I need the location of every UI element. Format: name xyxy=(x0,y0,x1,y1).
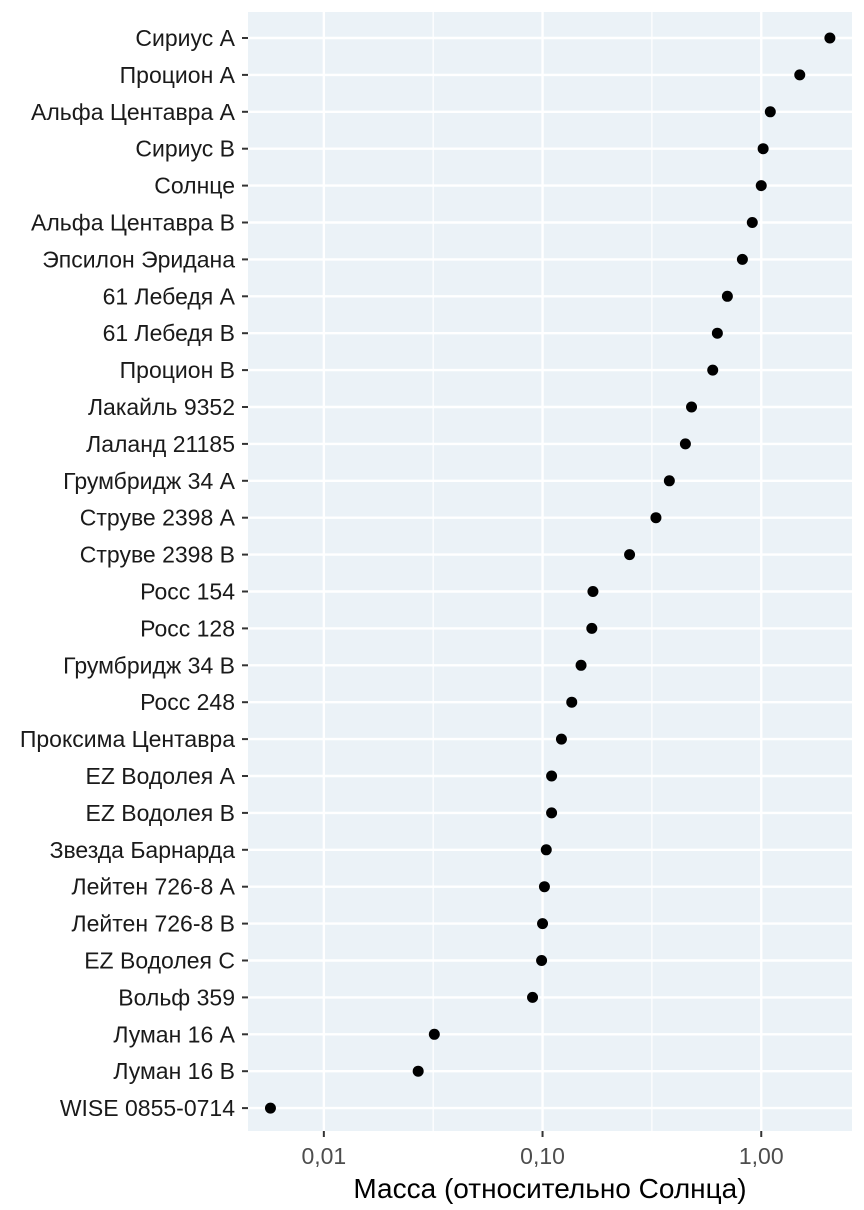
x-tick-label: 0,01 xyxy=(301,1143,346,1169)
data-point xyxy=(527,991,539,1003)
y-tick-label: Струве 2398 A xyxy=(80,505,236,531)
y-tick-label: Луман 16 B xyxy=(113,1058,235,1084)
data-point xyxy=(711,327,723,339)
y-tick-label: Росс 154 xyxy=(140,579,235,605)
data-point xyxy=(566,696,578,708)
data-point xyxy=(575,659,587,671)
y-tick-label: Вольф 359 xyxy=(118,984,235,1010)
y-tick-label: EZ Водолея B xyxy=(85,800,235,826)
data-point xyxy=(764,106,776,118)
data-point xyxy=(721,290,733,302)
data-point xyxy=(707,364,719,376)
data-point xyxy=(794,69,806,81)
data-point xyxy=(546,770,558,782)
data-point xyxy=(538,881,550,893)
x-tick-label: 0,10 xyxy=(520,1143,565,1169)
data-point xyxy=(586,622,598,634)
data-point xyxy=(755,180,767,192)
y-tick-label: Солнце xyxy=(154,173,235,199)
data-point xyxy=(736,253,748,265)
y-tick-label: WISE 0855-0714 xyxy=(60,1095,235,1121)
y-tick-label: Звезда Барнарда xyxy=(50,837,236,863)
x-tick-label: 1,00 xyxy=(739,1143,784,1169)
data-point xyxy=(536,955,548,966)
y-tick-label: Проксима Центавра xyxy=(20,726,235,752)
data-point xyxy=(428,1028,440,1040)
plot-panel xyxy=(248,12,852,1131)
y-tick-label: Грумбридж 34 A xyxy=(63,468,235,494)
y-tick-label: Сириус A xyxy=(135,25,235,51)
data-point xyxy=(587,586,599,597)
y-tick-label: Лейтен 726-8 B xyxy=(72,911,235,937)
data-point xyxy=(650,512,662,524)
y-tick-label: Росс 248 xyxy=(140,689,235,715)
data-point xyxy=(824,32,836,44)
data-point xyxy=(540,844,552,856)
data-point xyxy=(746,217,758,228)
y-tick-label: 61 Лебедя A xyxy=(103,283,236,309)
y-tick-label: Эпсилон Эридана xyxy=(42,246,235,272)
data-points xyxy=(264,32,836,1114)
y-tick-label: EZ Водолея A xyxy=(85,763,235,789)
grid-minor xyxy=(432,12,653,1131)
x-axis-title: Масса (относительно Солнца) xyxy=(353,1173,746,1204)
y-tick-label: Струве 2398 B xyxy=(80,542,235,568)
data-point xyxy=(555,733,567,745)
data-point xyxy=(624,549,636,561)
y-tick-label: Процион A xyxy=(120,62,236,88)
y-tick-label: Грумбридж 34 B xyxy=(63,652,235,678)
data-point xyxy=(546,807,558,819)
y-tick-label: Лакайль 9352 xyxy=(88,394,235,420)
x-axis: 0,01 0,10 1,00 xyxy=(301,1131,784,1169)
y-tick-label: 61 Лебедя B xyxy=(103,320,235,346)
data-point xyxy=(663,475,675,487)
data-point xyxy=(264,1102,276,1114)
data-point xyxy=(686,401,698,413)
y-tick-label: EZ Водолея C xyxy=(84,948,235,974)
y-tick-label: Альфа Центавра B xyxy=(31,210,235,236)
y-tick-label: Процион B xyxy=(120,357,235,383)
y-tick-label: Луман 16 A xyxy=(113,1021,235,1047)
data-point xyxy=(757,143,769,155)
y-tick-label: Альфа Центавра A xyxy=(31,99,236,125)
y-tick-label: Лаланд 21185 xyxy=(86,431,235,457)
data-point xyxy=(537,918,549,930)
y-axis: Сириус A Процион A Альфа Центавра A Сириус … xyxy=(20,25,248,1121)
data-point xyxy=(412,1065,424,1077)
y-tick-label: Росс 128 xyxy=(140,615,235,641)
y-tick-label: Сириус B xyxy=(135,136,235,162)
y-tick-label: Лейтен 726-8 A xyxy=(72,874,236,900)
data-point xyxy=(679,438,691,450)
